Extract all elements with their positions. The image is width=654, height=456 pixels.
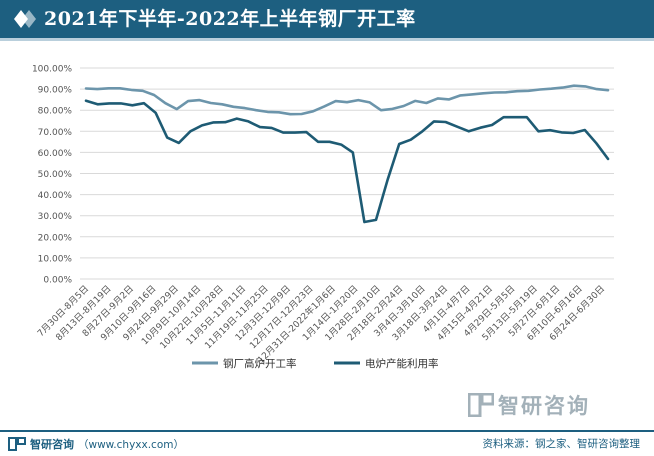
legend-label-1: 钢厂高炉开工率 <box>223 357 297 370</box>
brand-logo-icon <box>8 437 26 451</box>
y-tick-label: 70.00% <box>38 128 73 138</box>
series-line-2 <box>84 99 610 224</box>
y-tick-label: 60.00% <box>38 149 73 159</box>
footer-divider <box>0 430 654 432</box>
title-bar: 2021年下半年-2022年上半年钢厂开工率 <box>0 0 654 38</box>
watermark-text: 智研咨询 <box>498 394 590 418</box>
series-line-1 <box>84 84 610 116</box>
y-tick-label: 100.00% <box>32 65 72 75</box>
footer-source: 资料来源：钢之家、智研咨询整理 <box>482 438 641 450</box>
y-tick-label: 30.00% <box>38 212 73 222</box>
footer-url[interactable]: （www.chyxx.com） <box>78 438 184 451</box>
y-tick-label: 20.00% <box>38 233 73 243</box>
line-chart: 0.00% 10.00% 20.00% 30.00% 40.00% 50.00% 60.00… <box>32 65 614 370</box>
footer-brand: 智研咨询 （www.chyxx.com） <box>8 436 184 452</box>
legend-label-2: 电炉产能利用率 <box>365 357 439 370</box>
y-tick-label: 0.00% <box>43 276 72 286</box>
y-tick-label: 50.00% <box>38 170 73 180</box>
title-divider <box>0 38 654 41</box>
y-tick-label: 10.00% <box>38 254 73 264</box>
y-tick-label: 40.00% <box>38 191 73 201</box>
watermark-logo: 智研咨询 <box>468 390 590 420</box>
chart-title: 2021年下半年-2022年上半年钢厂开工率 <box>44 8 416 30</box>
footer-brand-name: 智研咨询 <box>30 438 74 451</box>
y-tick-label: 80.00% <box>38 107 73 117</box>
diamond-logo-icon <box>14 10 36 28</box>
watermark-logo-icon <box>468 393 494 417</box>
y-tick-label: 90.00% <box>38 86 73 96</box>
